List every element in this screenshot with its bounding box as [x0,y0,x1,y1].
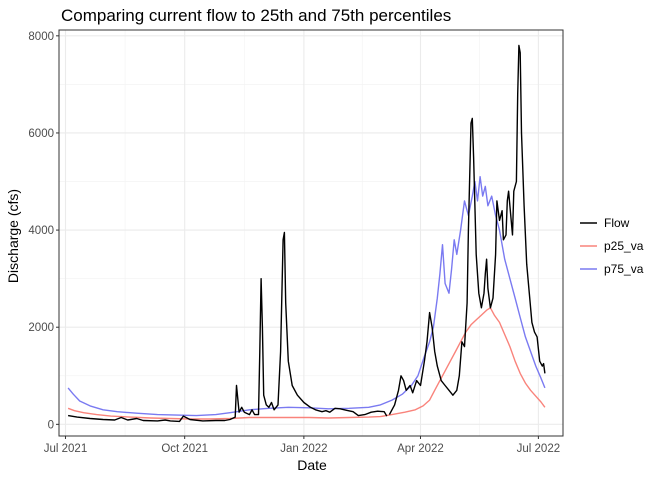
y-tick-label: 4000 [28,225,54,237]
grid [59,30,563,436]
legend-label-p75-va: p75_va [604,262,644,276]
y-axis: 0 2000 4000 6000 8000 [28,31,59,431]
y-tick-label: 6000 [28,128,54,140]
x-tick-label: Jan 2022 [280,443,327,455]
series-line-flow [388,44,546,415]
x-axis-title: Date [297,457,327,473]
series-lines [67,44,546,423]
legend-label-p25-va: p25_va [604,239,644,253]
series-line-p75-va [67,175,546,417]
y-axis-title: Discharge (cfs) [5,189,21,283]
x-tick-label: Jul 2022 [517,443,560,455]
series-line-flow [67,231,388,423]
x-axis: Jul 2021 Oct 2021 Jan 2022 Apr 2022 Jul 2022 [44,436,560,455]
legend-label-flow: Flow [604,216,630,230]
x-tick-label: Jul 2021 [44,443,87,455]
y-tick-label: 8000 [28,31,54,43]
y-tick-label: 2000 [28,322,54,334]
legend: Flow p25_va p75_va [580,216,644,276]
x-tick-label: Apr 2022 [397,443,444,455]
y-tick-label: 0 [48,419,54,431]
panel-border [58,29,564,437]
x-tick-label: Oct 2021 [161,443,208,455]
chart-title: Comparing current flow to 25th and 75th … [61,6,451,25]
series-line-p25-va [67,307,546,420]
